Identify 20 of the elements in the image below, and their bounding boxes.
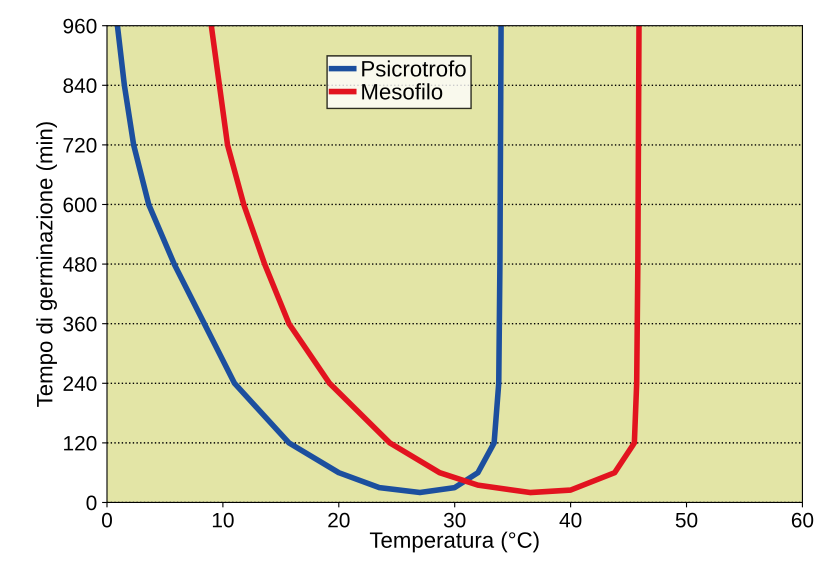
y-tick-label: 240 <box>64 376 96 392</box>
y-tick-label: 120 <box>64 436 96 451</box>
y-tick-label: 960 <box>63 18 96 34</box>
x-tick-label: 10 <box>212 512 234 528</box>
x-tick-label: 40 <box>560 512 582 528</box>
y-tick-label: 480 <box>62 257 96 272</box>
x-tick-label: 50 <box>676 512 698 528</box>
legend-label: Mesofilo <box>362 83 442 100</box>
x-tick-label: 60 <box>792 512 814 528</box>
y-tick-label: 840 <box>63 78 96 94</box>
y-tick-label: 0 <box>86 495 96 510</box>
x-tick-label: 0 <box>102 512 112 528</box>
x-tick-label: 30 <box>444 512 466 528</box>
legend-label: Psicrotrofo <box>362 60 466 77</box>
x-axis-title: Temperatura (°C) <box>370 532 539 552</box>
y-tick-label: 720 <box>64 138 96 153</box>
y-tick-label: 360 <box>63 316 96 332</box>
x-tick-label: 20 <box>328 512 350 528</box>
y-axis-title: Tempo di germinazione (min) <box>36 122 57 407</box>
y-tick-label: 600 <box>64 197 96 212</box>
